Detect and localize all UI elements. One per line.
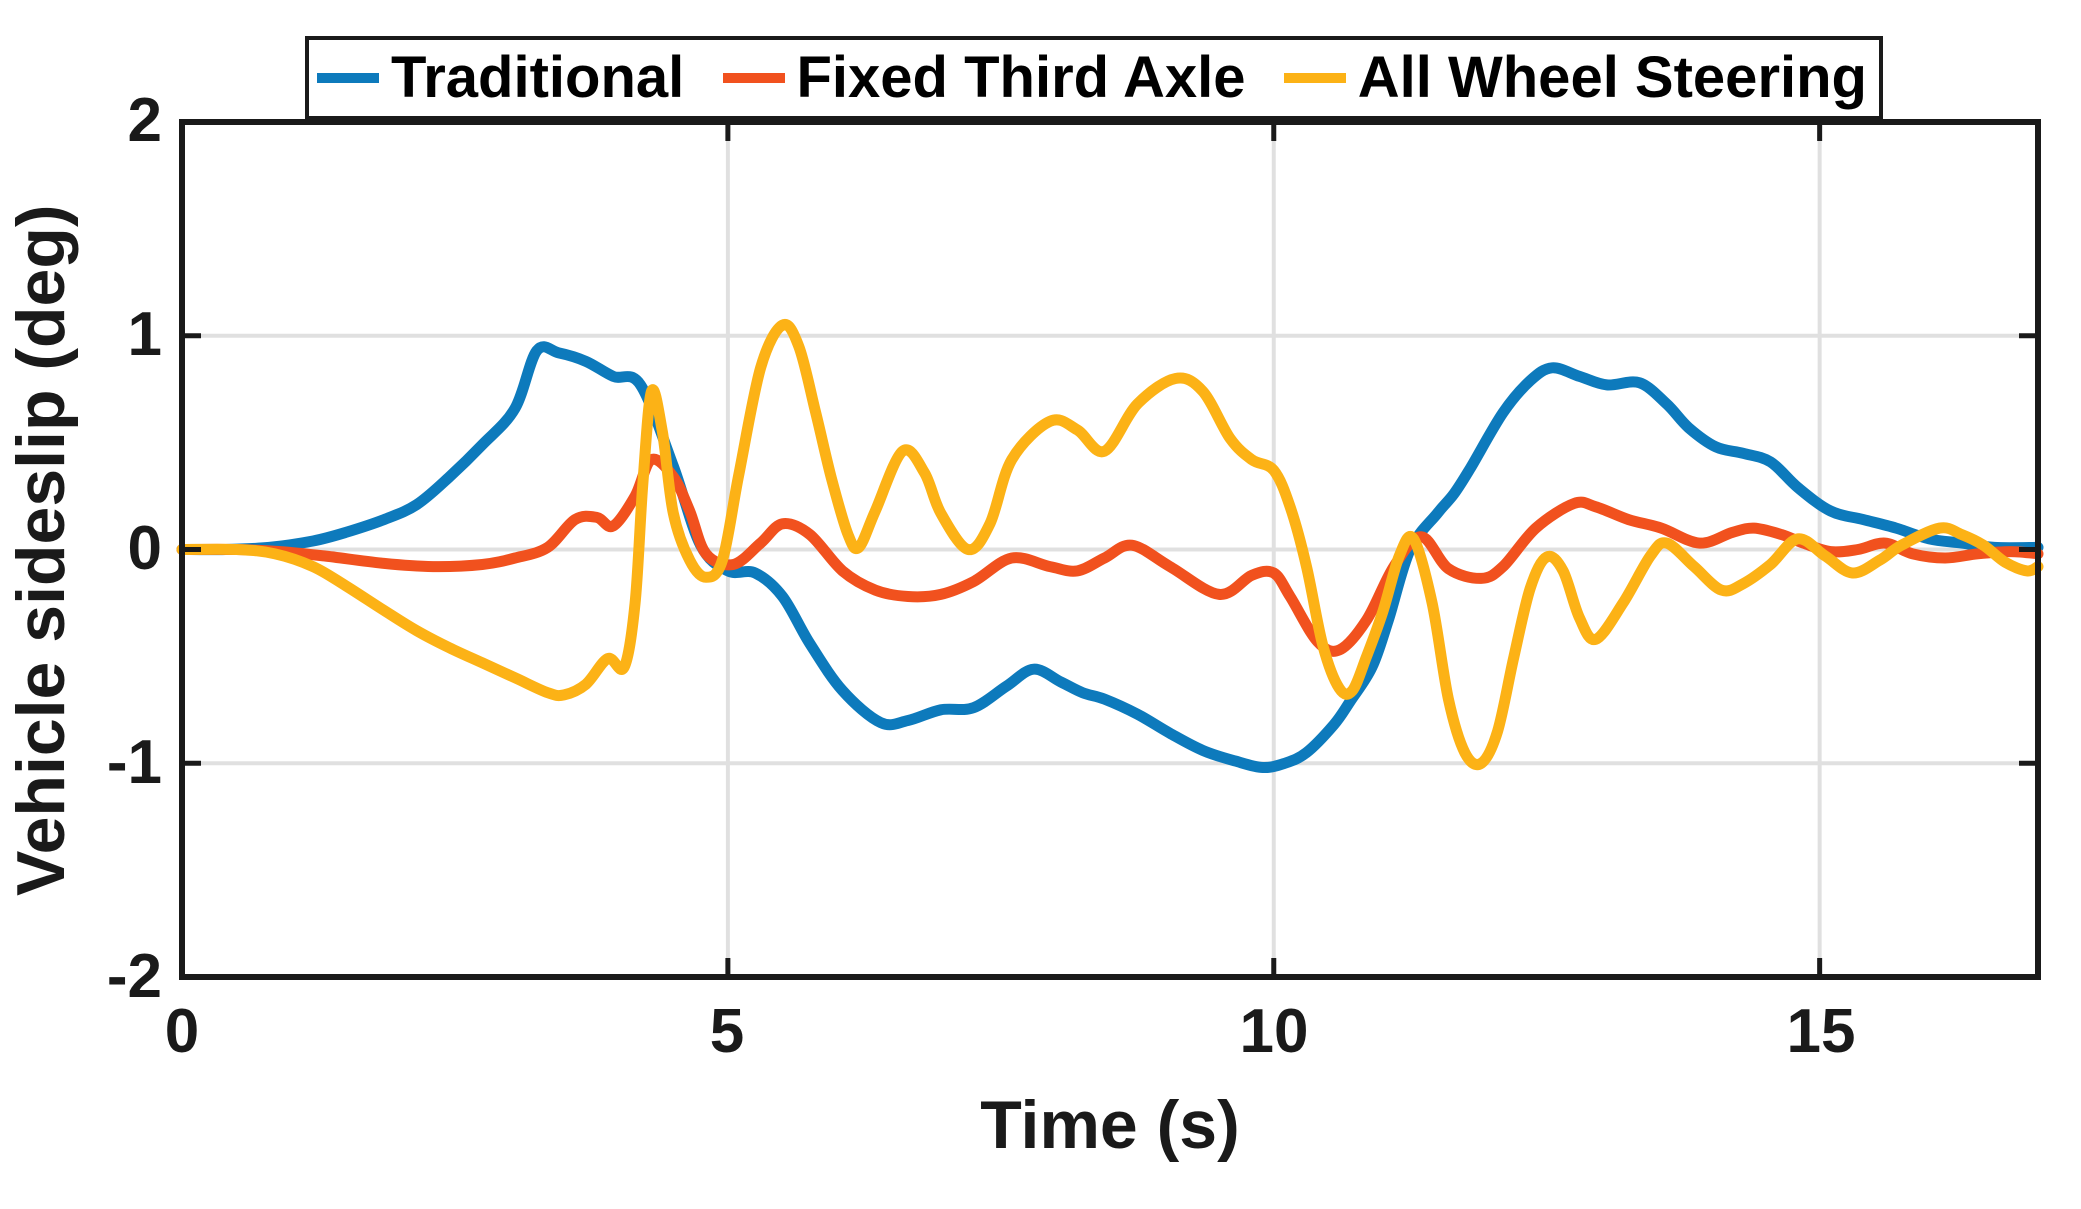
axes-box	[179, 119, 2041, 980]
legend-item-traditional: Traditional	[317, 43, 684, 113]
legend-item-all-wheel-steering: All Wheel Steering	[1283, 43, 1867, 113]
legend-label-fixed-third-axle: Fixed Third Axle	[796, 45, 1246, 110]
x-tick-label-5: 5	[709, 997, 745, 1066]
fixed-third-axle-line-swatch	[722, 73, 785, 83]
y-tick-label-2: 2	[127, 86, 162, 155]
x-tick-label-10: 10	[1239, 997, 1309, 1066]
y-tick-label-neg1: -1	[106, 728, 162, 797]
legend: Traditional Fixed Third Axle All Wheel S…	[305, 36, 1883, 120]
y-tick-label-neg2: -2	[106, 942, 162, 1011]
x-axis-title: Time (s)	[980, 1087, 1240, 1163]
legend-item-fixed-third-axle: Fixed Third Axle	[722, 43, 1246, 113]
y-tick-label-0: 0	[127, 514, 162, 583]
legend-label-all-wheel-steering: All Wheel Steering	[1357, 45, 1867, 110]
y-tick-label-1: 1	[127, 300, 162, 369]
series-path-traditional	[176, 341, 2044, 774]
x-tick-label-15: 15	[1786, 997, 1856, 1066]
all-wheel-steering-line-swatch	[1283, 73, 1346, 83]
y-axis-title: Vehicle sideslip (deg)	[3, 204, 79, 896]
series-path-fixed-third-axle	[176, 453, 2044, 657]
x-tick-label-0: 0	[164, 997, 200, 1066]
legend-label-traditional: Traditional	[391, 45, 685, 110]
traditional-line-swatch	[317, 73, 379, 83]
series-path-all-wheel-steering	[176, 319, 2044, 771]
